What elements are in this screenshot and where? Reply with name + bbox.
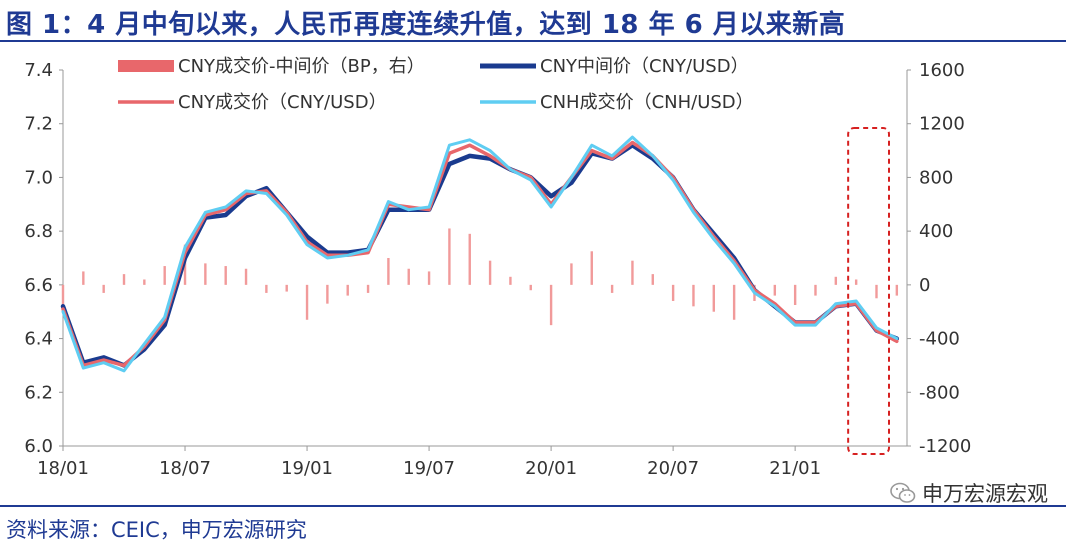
spread-bar [570,263,573,285]
spread-bar [773,284,777,296]
footer-divider [0,505,1066,507]
x-tick-label: 20/07 [647,458,699,479]
spread-bar [346,284,349,296]
spread-bar [61,284,65,305]
x-tick-label: 20/01 [525,458,577,479]
x-tick-label: 19/07 [403,458,455,479]
spread-bar [793,284,797,305]
x-tick-label: 18/01 [37,458,89,479]
spread-bar [814,284,817,296]
spread-bar [448,228,451,285]
highlight-box [847,127,890,455]
left-tick-label: 7.4 [24,60,53,81]
cny-mid-line [60,142,900,368]
left-tick-label: 6.0 [24,436,53,457]
spread-bar [509,276,512,285]
spread-bar [204,263,207,285]
cny-trade-line [61,140,899,368]
spread-bar [305,284,309,320]
right-tick-label: 400 [919,221,953,242]
legend-label: CNY成交价-中间价（BP，右） [178,56,425,77]
left-tick-label: 7.2 [24,114,53,135]
watermark-text: 申万宏源宏观 [922,482,1048,506]
legend-label: CNY成交价（CNY/USD） [178,92,387,113]
left-tick-label: 6.6 [24,275,53,296]
spread-bar [671,284,675,301]
spread-bar [834,276,838,285]
spread-bar [102,284,105,293]
spread-bar [407,268,410,285]
spread-bar [163,266,166,285]
spread-bar [285,284,288,292]
right-tick-label: 1200 [919,114,965,135]
spread-bar [244,268,248,285]
title-divider [0,40,1066,42]
spread-bar [468,233,471,285]
spread-bar [143,279,146,285]
left-tick-label: 6.2 [24,382,53,403]
left-tick-label: 6.4 [24,329,53,350]
spread-bar [854,279,858,285]
legend-swatch-spread [118,60,174,72]
source-note: 资料来源：CEIC，申万宏源研究 [6,518,307,542]
spread-bar [488,260,492,285]
spread-bar [712,284,715,312]
spread-bar [224,266,227,285]
spread-bar [427,271,431,285]
right-tick-label: -400 [919,329,960,350]
right-tick-label: 0 [919,275,930,296]
left-tick-label: 6.8 [24,221,53,242]
spread-bar [549,284,553,326]
spread-bar [366,284,370,293]
chart-title: 图 1：4 月中旬以来，人民币再度连续升值，达到 18 年 6 月以来新高 [6,10,846,40]
x-tick-label: 21/01 [769,458,821,479]
spread-bar [631,260,634,285]
watermark: 申万宏源宏观 [890,478,1048,508]
x-tick-label: 18/07 [159,458,211,479]
spread-bar [265,284,268,293]
spread-bar [82,271,85,285]
spread-bar [895,284,899,296]
spread-bar [732,284,736,320]
spread-bar [590,251,593,285]
spread-bar [875,284,878,299]
legend-label: CNH成交价（CNH/USD） [540,92,754,113]
right-tick-label: -1200 [919,436,971,457]
right-tick-label: 1600 [919,60,965,81]
spread-bar [651,274,654,285]
x-tick-label: 19/01 [281,458,333,479]
spread-bar [692,284,695,307]
right-tick-label: -800 [919,382,960,403]
spread-bar [387,258,390,285]
wechat-icon [890,482,916,503]
exchange-rate-chart: 6.0 6.2 6.4 6.6 6.8 7.0 7.2 7.4 -1200 -800 -400 0 40… [24,56,971,479]
spread-bar [122,274,126,285]
spread-bar [610,284,614,293]
cnh-trade-line [61,135,899,373]
spread-bar [529,284,532,291]
legend-label: CNY中间价（CNY/USD） [540,56,749,77]
spread-bar [326,284,329,304]
right-tick-label: 800 [919,167,953,188]
left-tick-label: 7.0 [24,167,53,188]
